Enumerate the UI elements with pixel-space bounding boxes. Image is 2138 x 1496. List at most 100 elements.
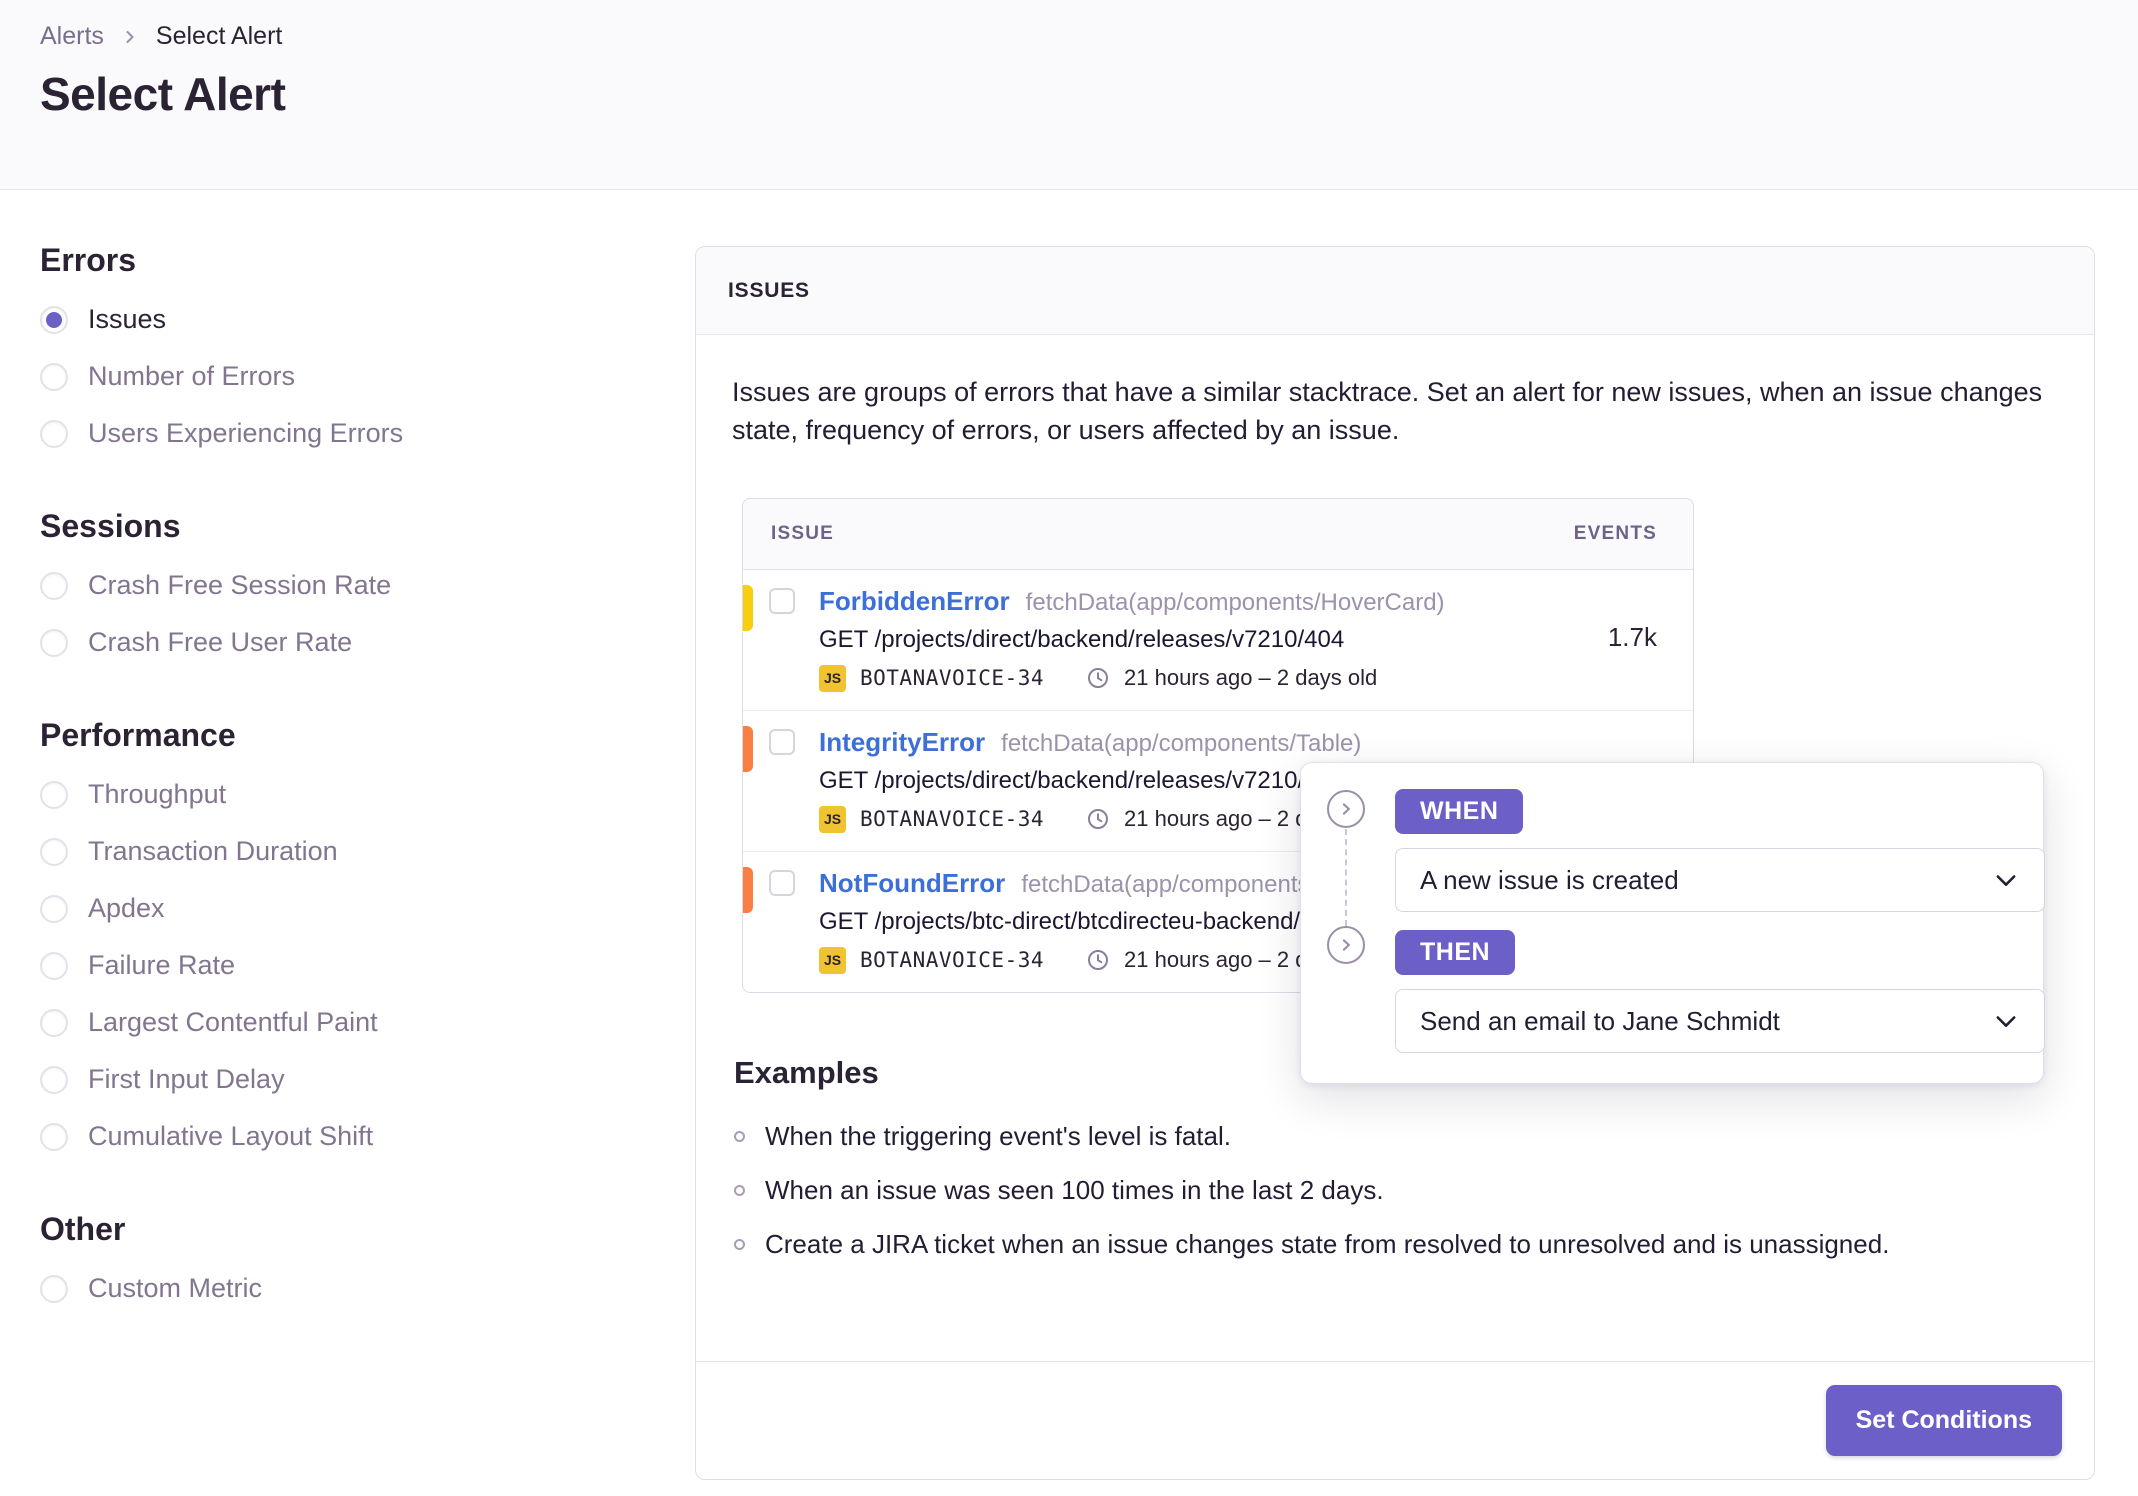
example-item: When an issue was seen 100 times in the … xyxy=(734,1175,2058,1206)
project-slug: BOTANAVOICE-34 xyxy=(860,666,1045,691)
option-label: Failure Rate xyxy=(88,950,236,980)
then-action-select[interactable]: Send an email to Jane Schmidt xyxy=(1395,989,2045,1053)
page-title: Select Alert xyxy=(40,68,286,120)
when-condition-select[interactable]: A new issue is created xyxy=(1395,848,2045,912)
project-slug: BOTANAVOICE-34 xyxy=(860,948,1045,973)
then-action-value: Send an email to Jane Schmidt xyxy=(1420,1005,1780,1036)
chevron-down-icon xyxy=(1992,866,2020,894)
issue-title-link[interactable]: NotFoundError xyxy=(819,867,1006,898)
issues-panel-title: ISSUES xyxy=(728,278,810,302)
table-row: IntegrityError fetchData(app/components/… xyxy=(743,709,1693,851)
example-item: When the triggering event's level is fat… xyxy=(734,1121,2058,1152)
radio-icon xyxy=(40,362,68,391)
when-badge: WHEN xyxy=(1395,789,1524,834)
clock-icon xyxy=(1086,948,1110,972)
option-label: Crash Free Session Rate xyxy=(88,570,392,600)
issue-events-count: 1.7k xyxy=(1607,621,1657,652)
option-label: Transaction Duration xyxy=(88,836,338,866)
issue-level-bar xyxy=(743,725,753,772)
page-header: Alerts Select Alert Select Alert xyxy=(0,0,2138,190)
radio-icon xyxy=(40,419,68,448)
group-other: Other Custom Metric xyxy=(40,1211,620,1317)
group-sessions: Sessions Crash Free Session Rate Crash F… xyxy=(40,508,620,671)
issue-request: GET /projects/direct/backend/releases/v7… xyxy=(819,625,1345,653)
radio-icon xyxy=(40,1065,68,1094)
option-label: Issues xyxy=(88,304,167,334)
issues-panel: ISSUES Issues are groups of errors that … xyxy=(695,246,2095,1480)
breadcrumb-current: Select Alert xyxy=(155,22,283,50)
radio-icon xyxy=(40,951,68,980)
issue-checkbox[interactable] xyxy=(769,587,795,614)
breadcrumb-chevron-icon xyxy=(120,27,140,47)
examples-title: Examples xyxy=(734,1054,879,1090)
when-condition-value: A new issue is created xyxy=(1420,864,1679,895)
radio-option-crash-free-session-rate[interactable]: Crash Free Session Rate xyxy=(40,557,620,614)
radio-option-throughput[interactable]: Throughput xyxy=(40,766,620,823)
issues-panel-footer: Set Conditions xyxy=(696,1361,2094,1479)
issue-title-link[interactable]: ForbiddenError xyxy=(819,585,1010,616)
option-label: Crash Free User Rate xyxy=(88,627,353,657)
bullet-icon xyxy=(734,1184,745,1196)
issue-title-link[interactable]: IntegrityError xyxy=(819,726,986,757)
clock-icon xyxy=(1086,807,1110,831)
radio-option-transaction-duration[interactable]: Transaction Duration xyxy=(40,823,620,880)
platform-js-icon: JS xyxy=(819,805,846,833)
alert-type-sidebar: Errors Issues Number of Errors Users Exp… xyxy=(40,242,620,1363)
chevron-down-icon xyxy=(1992,1007,2020,1035)
column-header-issue: ISSUE xyxy=(771,522,835,544)
option-label: Apdex xyxy=(88,893,165,923)
issue-checkbox[interactable] xyxy=(769,728,795,755)
radio-option-first-input-delay[interactable]: First Input Delay xyxy=(40,1051,620,1108)
then-badge: THEN xyxy=(1395,930,1516,975)
chevron-circle-icon xyxy=(1327,790,1365,828)
radio-option-issues[interactable]: Issues xyxy=(40,291,620,348)
radio-option-custom-metric[interactable]: Custom Metric xyxy=(40,1260,620,1317)
option-label: Throughput xyxy=(88,779,227,809)
platform-js-icon: JS xyxy=(819,664,846,692)
project-slug: BOTANAVOICE-34 xyxy=(860,807,1045,832)
option-label: Largest Contentful Paint xyxy=(88,1007,378,1037)
issue-request: GET /projects/direct/backend/releases/v7… xyxy=(819,766,1345,794)
breadcrumb: Alerts Select Alert xyxy=(40,22,2098,51)
radio-icon xyxy=(40,1008,68,1037)
issues-description: Issues are groups of errors that have a … xyxy=(732,377,2043,446)
examples-section: Examples When the triggering event's lev… xyxy=(734,1055,2058,1260)
radio-option-users-experiencing-errors[interactable]: Users Experiencing Errors xyxy=(40,405,620,462)
radio-icon xyxy=(40,628,68,657)
radio-option-largest-contentful-paint[interactable]: Largest Contentful Paint xyxy=(40,994,620,1051)
issue-age: 21 hours ago – 2 days old xyxy=(1124,665,1378,691)
breadcrumb-alerts-link[interactable]: Alerts xyxy=(40,22,104,50)
option-label: First Input Delay xyxy=(88,1064,285,1094)
radio-option-apdex[interactable]: Apdex xyxy=(40,880,620,937)
group-performance: Performance Throughput Transaction Durat… xyxy=(40,717,620,1165)
radio-option-crash-free-user-rate[interactable]: Crash Free User Rate xyxy=(40,614,620,671)
dashed-connector xyxy=(1345,829,1347,926)
option-label: Custom Metric xyxy=(88,1273,263,1303)
group-sessions-title: Sessions xyxy=(40,508,181,544)
table-header-row: ISSUE EVENTS xyxy=(743,498,1693,570)
radio-option-cumulative-layout-shift[interactable]: Cumulative Layout Shift xyxy=(40,1108,620,1165)
issues-panel-header: ISSUES xyxy=(696,247,2094,335)
bullet-icon xyxy=(734,1238,745,1250)
issue-level-bar xyxy=(743,584,753,631)
group-other-title: Other xyxy=(40,1211,126,1247)
option-label: Cumulative Layout Shift xyxy=(88,1121,374,1151)
example-text: Create a JIRA ticket when an issue chang… xyxy=(765,1228,1890,1259)
radio-icon xyxy=(40,837,68,866)
issue-checkbox[interactable] xyxy=(769,869,795,896)
radio-option-number-of-errors[interactable]: Number of Errors xyxy=(40,348,620,405)
issue-level-bar xyxy=(743,866,753,913)
option-label: Number of Errors xyxy=(88,361,296,391)
bullet-icon xyxy=(734,1130,745,1142)
group-errors: Errors Issues Number of Errors Users Exp… xyxy=(40,242,620,462)
table-row: ForbiddenError fetchData(app/components/… xyxy=(743,570,1693,710)
set-conditions-button[interactable]: Set Conditions xyxy=(1825,1385,2062,1456)
option-label: Users Experiencing Errors xyxy=(88,418,404,448)
radio-icon xyxy=(40,780,68,809)
radio-option-failure-rate[interactable]: Failure Rate xyxy=(40,937,620,994)
radio-icon xyxy=(40,571,68,600)
chevron-circle-icon xyxy=(1327,926,1365,964)
issue-culprit: fetchData(app/components/Table) xyxy=(1001,729,1362,757)
example-item: Create a JIRA ticket when an issue chang… xyxy=(734,1229,2058,1260)
